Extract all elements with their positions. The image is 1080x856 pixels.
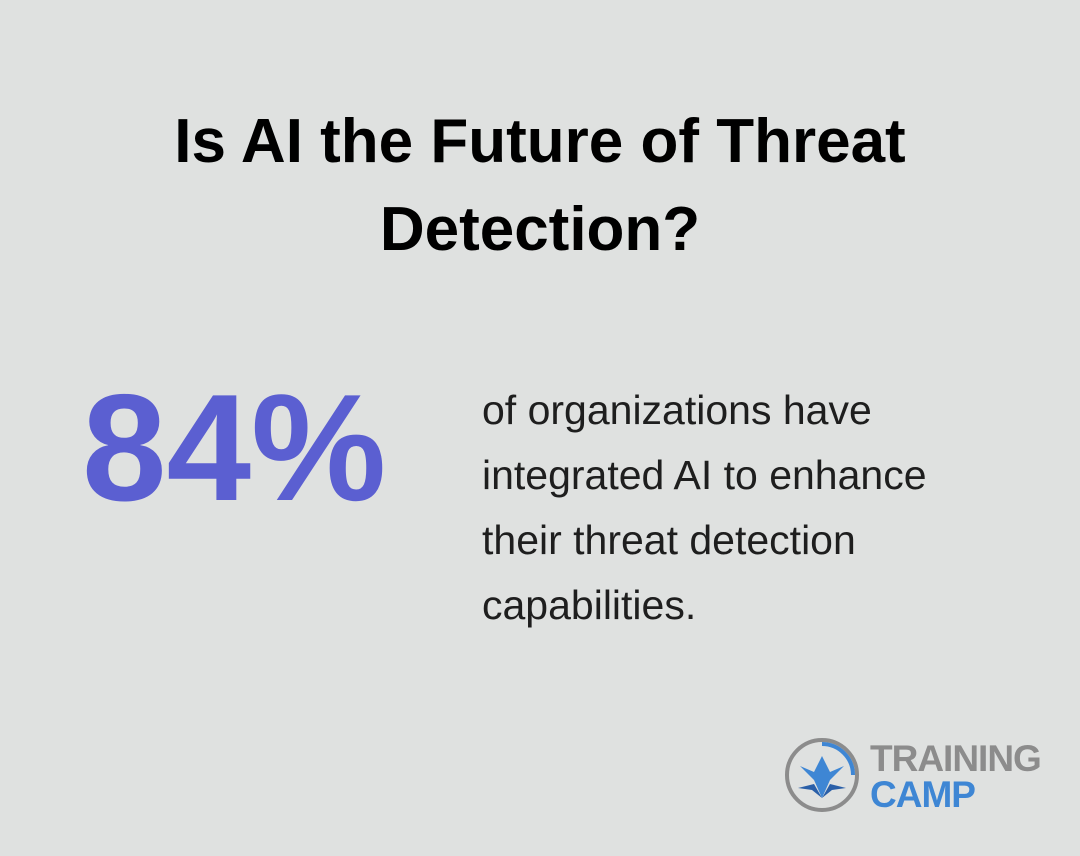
logo-text: CAMP [870,774,976,815]
logo-text: TRAINING [870,738,1042,779]
stat-description: of organizations have integrated AI to e… [482,387,927,628]
logo: TRAINING CAMP [784,736,1054,816]
title: Is AI the Future of Threat Detection? [174,107,906,264]
logo-icon [785,738,859,812]
stat-value: 84% [82,363,387,533]
